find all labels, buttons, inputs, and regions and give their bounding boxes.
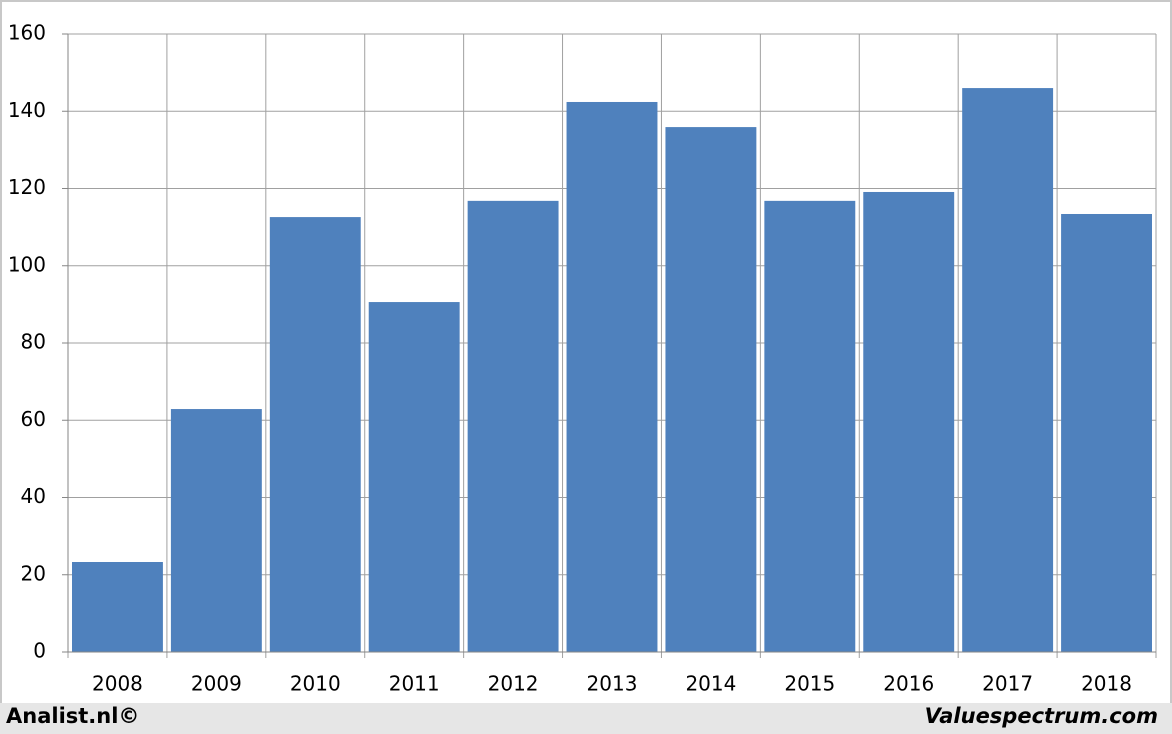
x-tick-label: 2010	[290, 672, 341, 696]
footer-band	[0, 703, 1172, 734]
footer-right: Valuespectrum.com	[925, 704, 1158, 728]
bar	[1061, 213, 1152, 652]
y-tick-label: 0	[33, 639, 46, 663]
x-tick-label: 2013	[587, 672, 638, 696]
y-tick-label: 60	[21, 407, 46, 431]
x-tick-label: 2018	[1081, 672, 1132, 696]
x-tick-label: 2017	[982, 672, 1033, 696]
y-tick-label: 140	[8, 98, 46, 122]
x-tick-label: 2014	[685, 672, 736, 696]
bar	[566, 101, 658, 653]
x-tick-label: 2012	[488, 672, 539, 696]
bar	[368, 302, 460, 652]
y-tick-label: 120	[8, 175, 46, 199]
y-tick-label: 20	[21, 561, 46, 585]
footer-left: Analist.nl©	[6, 704, 139, 728]
y-tick-label: 100	[8, 252, 46, 276]
bar	[962, 88, 1054, 652]
x-tick-label: 2008	[92, 672, 143, 696]
x-tick-label: 2009	[191, 672, 242, 696]
bar	[467, 200, 559, 653]
bar	[72, 562, 163, 652]
y-tick-label: 160	[8, 21, 46, 45]
x-tick-label: 2015	[784, 672, 835, 696]
bar	[269, 217, 361, 652]
y-tick-label: 40	[21, 484, 46, 508]
bar	[764, 200, 856, 653]
bar	[170, 409, 262, 652]
x-tick-label: 2016	[883, 672, 934, 696]
bar	[665, 127, 757, 653]
x-tick-label: 2011	[389, 672, 440, 696]
y-tick-label: 80	[21, 330, 46, 354]
bar	[863, 191, 955, 652]
